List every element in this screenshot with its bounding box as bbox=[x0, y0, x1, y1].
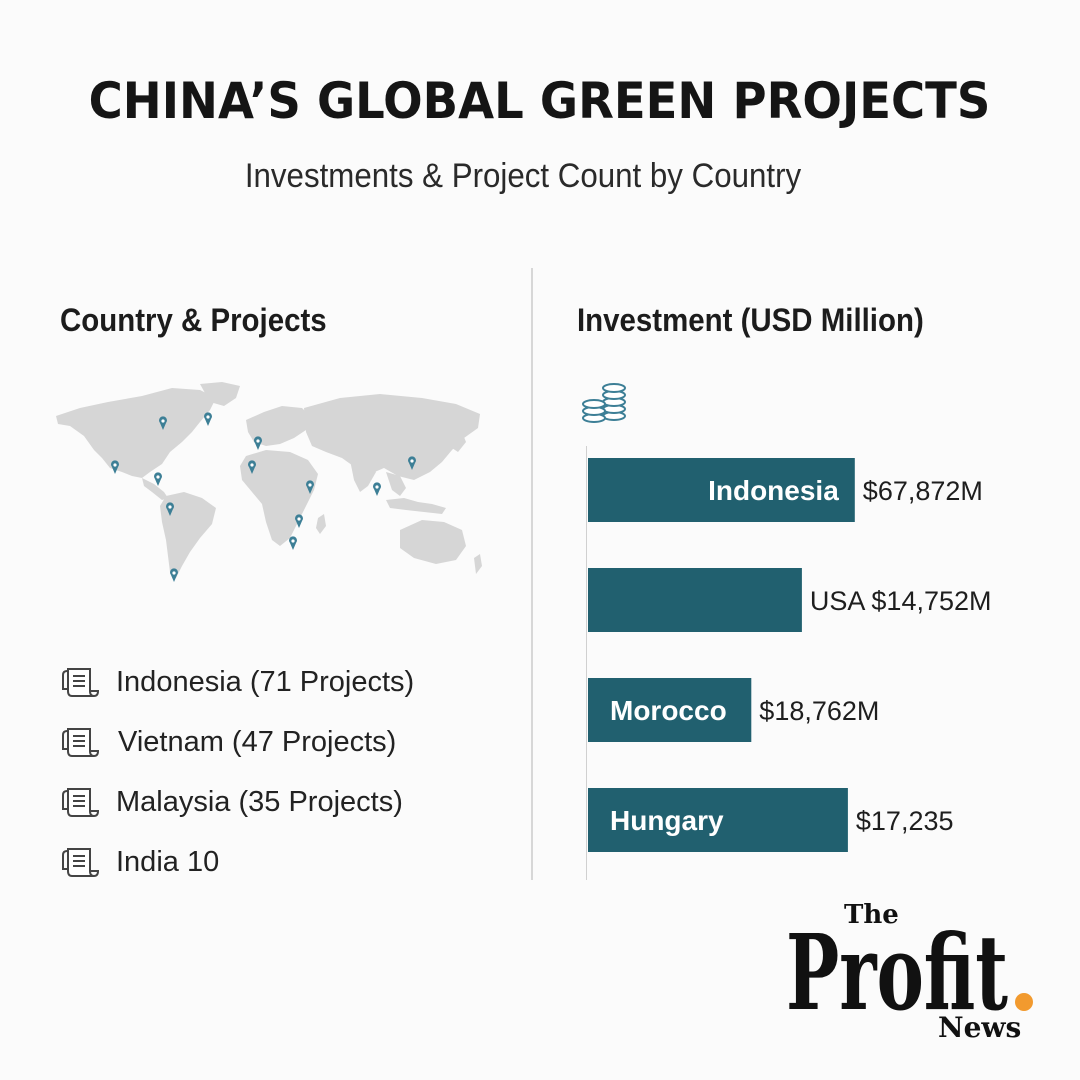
project-label: Indonesia (71 Projects) bbox=[116, 665, 415, 698]
list-item: Indonesia (71 Projects) bbox=[60, 652, 414, 712]
country-projects-heading: Country & Projects bbox=[60, 302, 327, 338]
southeast-asia-shape bbox=[386, 472, 406, 496]
logo-the: The bbox=[844, 900, 899, 930]
page-subtitle: Investments & Project Count by Country bbox=[244, 157, 802, 195]
new-zealand-shape bbox=[474, 554, 482, 574]
project-list: Indonesia (71 Projects) Vietnam (47 Proj… bbox=[60, 652, 414, 892]
map-pin-icon bbox=[373, 482, 381, 496]
project-label: Vietnam (47 Projects) bbox=[118, 725, 397, 758]
document-icon bbox=[62, 788, 100, 817]
logo-dot bbox=[1015, 993, 1033, 1011]
japan-shape bbox=[452, 432, 466, 452]
map-pin-icon bbox=[289, 536, 297, 550]
greenland-shape bbox=[200, 382, 240, 406]
india-shape bbox=[350, 460, 376, 492]
investment-bar-chart: Indonesia $67,872M USA $14,752M Morocco $18,… bbox=[588, 458, 992, 852]
madagascar-shape bbox=[316, 514, 326, 534]
map-pin-icon bbox=[159, 416, 167, 430]
world-map bbox=[56, 382, 482, 582]
bar-value-label: $67,872M bbox=[863, 476, 983, 506]
map-pin-dot bbox=[291, 539, 295, 543]
map-pin-dot bbox=[168, 505, 172, 509]
bar-value-label: USA $14,752M bbox=[810, 586, 992, 616]
bar-indonesia bbox=[588, 458, 855, 522]
map-pin-dot bbox=[250, 463, 254, 467]
map-pins bbox=[111, 412, 416, 582]
map-pin-dot bbox=[161, 419, 165, 423]
bar-category-label: Indonesia bbox=[708, 475, 839, 506]
asia-shape bbox=[304, 394, 480, 480]
map-pin-icon bbox=[111, 460, 119, 474]
bar-category-label: Hungary bbox=[610, 805, 724, 836]
south-america-shape bbox=[160, 492, 216, 578]
logo-news: News bbox=[938, 1011, 1021, 1044]
map-pin-dot bbox=[172, 571, 176, 575]
map-pin-icon bbox=[154, 472, 162, 486]
coin-stack-icon bbox=[582, 383, 626, 423]
project-label: Malaysia (35 Projects) bbox=[116, 785, 403, 818]
the-profit-news-logo: The Profit News bbox=[786, 900, 1033, 1044]
bar-value-label: $17,235 bbox=[856, 806, 954, 836]
map-pin-dot bbox=[308, 483, 312, 487]
map-pin-icon bbox=[203, 412, 212, 426]
indonesia-shape bbox=[386, 498, 446, 514]
map-pin-icon bbox=[166, 502, 174, 516]
australia-shape bbox=[400, 520, 466, 564]
map-pin-dot bbox=[156, 475, 160, 479]
column-divider bbox=[531, 268, 533, 880]
map-pin-icon bbox=[306, 480, 314, 494]
logo-profit: Profit bbox=[786, 911, 1008, 1034]
list-item: Malaysia (35 Projects) bbox=[60, 772, 414, 832]
document-icon bbox=[62, 848, 100, 877]
document-icon bbox=[62, 668, 100, 697]
bar-usa bbox=[588, 568, 802, 632]
map-pin-icon bbox=[407, 456, 416, 470]
central-america-shape bbox=[142, 478, 168, 500]
north-america-shape bbox=[56, 388, 216, 478]
bar-category-label: Morocco bbox=[610, 695, 727, 726]
list-item: India 10 bbox=[60, 832, 414, 892]
map-pin-icon bbox=[295, 514, 303, 528]
map-pin-dot bbox=[206, 415, 210, 419]
project-label: India 10 bbox=[116, 845, 220, 878]
map-pin-icon bbox=[170, 568, 178, 582]
document-icon bbox=[62, 728, 100, 757]
bar-hungary bbox=[588, 788, 848, 852]
map-pin-dot bbox=[113, 463, 117, 467]
chart-axis bbox=[586, 446, 587, 880]
investment-heading: Investment (USD Million) bbox=[577, 302, 924, 338]
map-pin-dot bbox=[375, 485, 379, 489]
map-pin-dot bbox=[410, 459, 414, 463]
map-pin-dot bbox=[256, 439, 260, 443]
europe-shape bbox=[246, 406, 312, 446]
list-item: Vietnam (47 Projects) bbox=[60, 712, 414, 772]
bar-morocco bbox=[588, 678, 752, 742]
page-title: CHINA’S GLOBAL GREEN PROJECTS bbox=[88, 72, 991, 130]
map-pin-icon bbox=[254, 436, 262, 450]
map-pin-icon bbox=[247, 460, 256, 474]
bar-value-label: $18,762M bbox=[759, 696, 879, 726]
map-pin-dot bbox=[297, 517, 301, 521]
africa-shape bbox=[240, 450, 318, 546]
